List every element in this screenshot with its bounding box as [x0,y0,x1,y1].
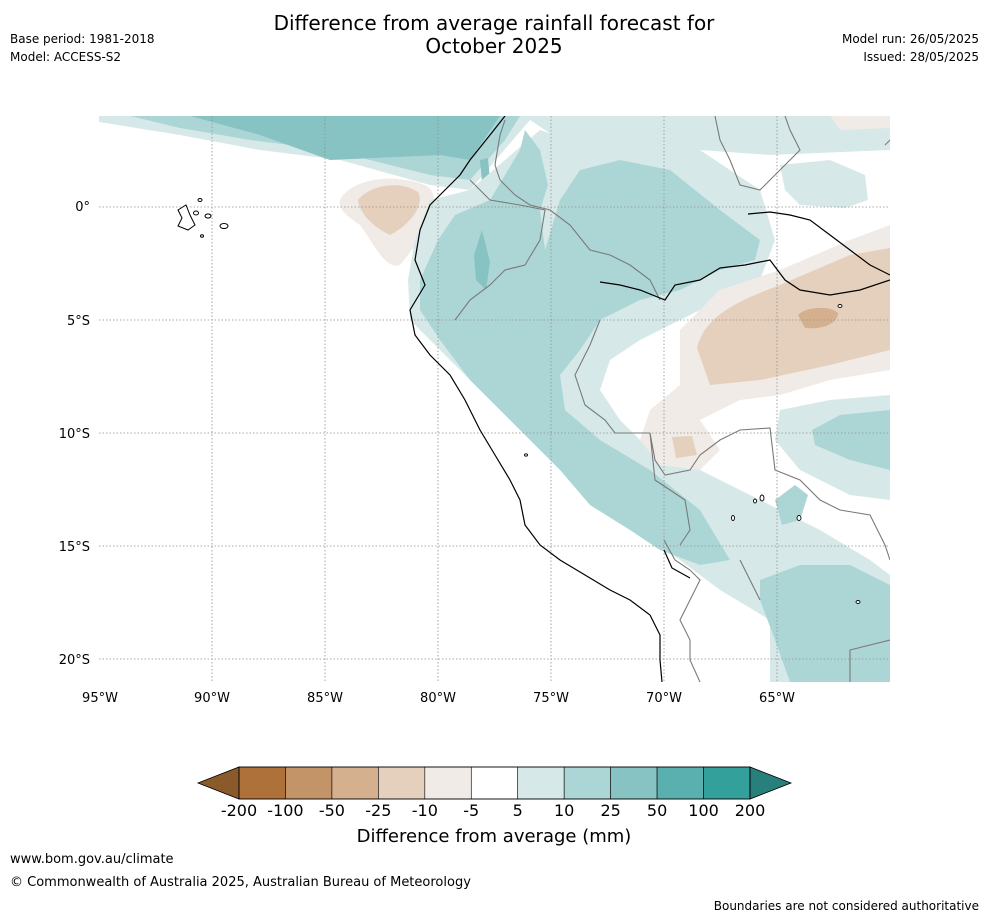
colorbar-segment [424,766,472,800]
anomaly-region-dry-peru-spot [672,436,697,458]
lon-tick-80w: 80°W [420,691,456,706]
anomaly-region-dry-brazil-strong [798,307,838,329]
colorbar-segment [517,766,565,800]
lat-tick-10s: 10°S [59,427,90,442]
lon-tick-90w: 90°W [194,691,230,706]
colorbar-tick: 25 [600,801,620,820]
coastlines [409,116,890,682]
colorbar-segment [703,766,751,800]
colorbar-segment [238,766,286,800]
colorbar-tick: -100 [267,801,303,820]
colorbar-tick: 200 [735,801,766,820]
anomaly-region-dry-brazil [697,248,890,385]
anomaly-region-andes-dark [474,230,490,290]
issued-date: Issued: 28/05/2025 [863,50,979,64]
colorbar-tick: -25 [365,801,391,820]
colorbar-tick: -50 [319,801,345,820]
colorbar-outline [238,766,751,800]
colorbar: -200 -100 -50 -25 -10 -5 5 10 25 50 100 200 [196,766,793,820]
model-name: Model: ACCESS-S2 [10,50,122,64]
country-borders [454,116,890,682]
title-line-2: October 2025 [425,34,563,58]
colorbar-segment [656,766,704,800]
lakes [524,304,861,604]
colorbar-tick: 50 [647,801,667,820]
anomaly-region-south-mid [760,565,890,682]
meta-left: Base period: 1981-2018 Model: ACCESS-S2 [10,30,155,66]
anomaly-region-bolivia-spot [775,485,808,525]
lon-tick-70w: 70°W [646,691,682,706]
colorbar-tick-labels: -200 -100 -50 -25 -10 -5 5 10 25 50 100 200 [221,801,765,820]
anomaly-region-northeast-dry [830,116,890,130]
anomaly-region-east-mid [812,410,890,470]
base-period: Base period: 1981-2018 [10,32,155,46]
colorbar-segment [285,766,333,800]
colorbar-tick: -200 [221,801,257,820]
lat-tick-5s: 5°S [67,314,90,329]
colorbar-segment [610,766,658,800]
lon-tick-85w: 85°W [307,691,343,706]
lon-tick-labels: 95°W 90°W 85°W 80°W 75°W 70°W 65°W [82,691,795,706]
colorbar-tick: 100 [688,801,719,820]
footer-note: Boundaries are not considered authoritat… [713,899,979,913]
colorbar-segment [563,766,611,800]
lon-tick-65w: 65°W [759,691,795,706]
colorbar-tick: 5 [513,801,523,820]
colorbar-tick: 10 [554,801,574,820]
lon-tick-75w: 75°W [533,691,569,706]
model-run: Model run: 26/05/2025 [841,32,979,46]
lon-tick-95w: 95°W [82,691,118,706]
anomaly-region-andes-mid [420,130,760,565]
footer-copyright: © Commonwealth of Australia 2025, Austra… [10,875,471,890]
anomaly-region-northeast-light [780,160,868,208]
colorbar-segments [238,766,751,800]
galapagos-islands [177,198,229,238]
meta-right: Model run: 26/05/2025 Issued: 28/05/2025 [842,30,979,66]
colorbar-arrow-high [749,766,793,800]
map-area [99,116,890,682]
footer-url: www.bom.gov.au/climate [10,852,174,867]
lat-tick-0: 0° [75,200,90,215]
title-line-1: Difference from average rainfall forecas… [273,11,715,35]
map-title: Difference from average rainfall forecas… [0,12,988,58]
lat-tick-20s: 20°S [59,653,90,668]
colorbar-arrow-low [196,766,240,800]
lat-tick-15s: 15°S [59,540,90,555]
colorbar-tick: -5 [463,801,479,820]
colorbar-tick: -10 [412,801,438,820]
lat-tick-labels: 0° 5°S 10°S 15°S 20°S [59,200,90,668]
anomaly-region-dry-offshore [358,185,420,235]
colorbar-segment [331,766,379,800]
anomaly-region-north-ocean-dark [190,116,500,160]
graticule [99,116,890,682]
colorbar-label: Difference from average (mm) [356,826,632,847]
colorbar-segment [470,766,519,800]
colorbar-segment [378,766,426,800]
